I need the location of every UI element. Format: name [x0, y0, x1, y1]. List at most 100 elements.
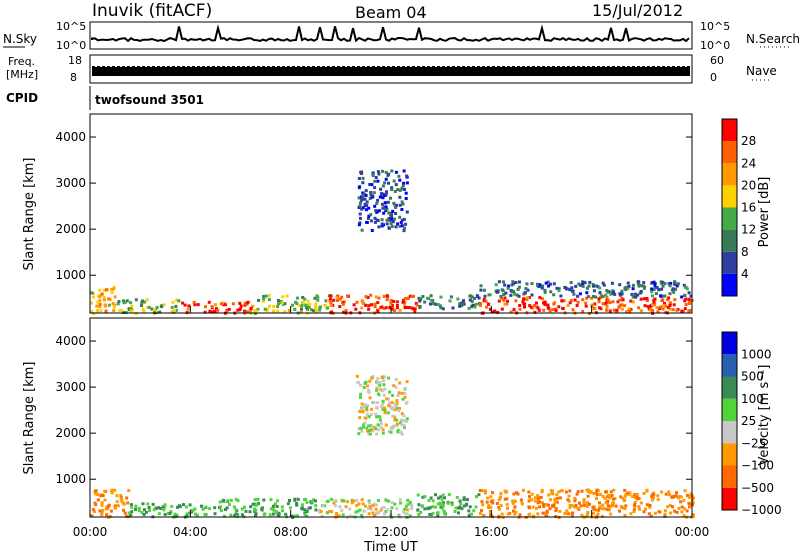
velocity-echo-cell	[402, 419, 406, 423]
power-echo-cell	[95, 304, 99, 308]
velocity-echo-cell	[319, 510, 323, 513]
velocity-echo-cell	[366, 404, 369, 408]
velocity-echo-cell	[268, 513, 272, 517]
power-echo-cell	[171, 300, 175, 304]
power-echo-cell	[285, 294, 289, 298]
power-echo-cell	[605, 296, 609, 300]
velocity-echo-cell	[408, 514, 412, 518]
power-echo-cell	[262, 297, 266, 301]
power-echo-cell	[581, 284, 585, 288]
power-echo-cell	[594, 284, 598, 288]
power-echo-cell	[620, 289, 624, 293]
power-echo-cell	[458, 302, 462, 306]
power-echo-cell	[500, 307, 504, 311]
velocity-echo-cell	[531, 514, 535, 518]
velocity-echo-cell	[229, 498, 233, 502]
power-echo-cell	[204, 305, 207, 309]
velocity-echo-cell	[645, 489, 649, 493]
time-xlabel: Time UT	[363, 540, 417, 554]
power-echo-cell	[384, 205, 388, 209]
velocity-echo-cell	[340, 508, 344, 512]
power-echo-cell	[371, 174, 375, 178]
velocity-echo-cell	[376, 386, 380, 390]
power-echo-cell	[341, 302, 345, 306]
power-echo-cell	[392, 201, 396, 205]
velocity-echo-cell	[586, 512, 590, 516]
power-echo-cell	[100, 292, 104, 296]
power-echo-cell	[547, 284, 551, 288]
power-echo-cell	[462, 302, 466, 306]
power-echo-cell	[379, 187, 383, 191]
velocity-echo-cell	[219, 505, 222, 509]
velocity-echo-cell	[683, 507, 687, 511]
power-echo-cell	[485, 305, 489, 309]
velocity-ylabel: Slant Range [km]	[22, 362, 37, 475]
power-echo-cell	[603, 302, 607, 305]
power-echo-cell	[400, 218, 404, 222]
velocity-echo-cell	[368, 379, 372, 383]
power-echo-cell	[536, 282, 539, 286]
velocity-echo-cell	[673, 509, 677, 513]
velocity-echo-cell	[275, 505, 279, 508]
velocity-echo-cell	[474, 495, 478, 499]
velocity-echo-cell	[377, 428, 381, 432]
power-echo-cell	[380, 202, 384, 206]
power-echo-cell	[432, 302, 436, 306]
power-echo-cell	[400, 208, 404, 211]
velocity-echo-cell	[359, 383, 362, 387]
velocity-echo-cell	[499, 492, 503, 496]
velocity-echo-cell	[668, 503, 672, 507]
velocity-echo-cell	[284, 512, 288, 516]
velocity-echo-cell	[538, 500, 542, 504]
power-echo-cell	[376, 301, 380, 305]
velocity-yticks: 1000 2000 3000 4000	[55, 334, 692, 486]
velocity-echo-cell	[368, 505, 372, 509]
power-echo-cell	[211, 310, 215, 314]
power-echo-cell	[405, 181, 409, 185]
power-echo-cell	[405, 174, 409, 178]
power-echo-cell	[207, 300, 211, 304]
power-echo-cell	[497, 280, 501, 284]
velocity-echo-cell	[575, 492, 579, 496]
power-echo-cell	[392, 179, 396, 183]
velocity-echo-cell	[558, 496, 562, 500]
power-echo-cell	[385, 222, 389, 226]
velocity-echo-cell	[93, 510, 97, 514]
power-echo-cell	[375, 210, 379, 213]
power-echo-cell	[223, 303, 227, 307]
velocity-echo-cell	[573, 496, 577, 500]
power-echo-cell	[399, 220, 403, 224]
power-echo-cell	[243, 301, 247, 305]
beam-title: Beam 04	[355, 3, 427, 22]
velocity-echo-cell	[604, 501, 608, 504]
power-echo-cell	[590, 296, 594, 300]
power-echo-cell	[401, 202, 405, 206]
velocity-echo-cell	[342, 499, 346, 503]
velocity-echo-cell	[675, 510, 679, 514]
velocity-echo-cell	[470, 512, 473, 516]
power-echo-cell	[238, 307, 242, 311]
velocity-echo-cell	[365, 384, 369, 388]
velocity-echo-cell	[664, 492, 668, 496]
velocity-echo-cell	[404, 387, 407, 390]
power-echo-cell	[121, 299, 125, 303]
velocity-echo-cell	[601, 494, 605, 498]
velocity-echo-cell	[389, 430, 393, 434]
power-echo-cell	[143, 300, 147, 304]
nsearch-label: N.Search	[746, 32, 800, 46]
velocity-echo-cell	[586, 510, 590, 514]
power-echo-cell	[340, 295, 344, 299]
velocity-echo-cell	[619, 495, 623, 499]
power-echo-cell	[529, 305, 533, 309]
power-echo-cell	[663, 294, 667, 298]
velocity-echo-cell	[374, 507, 378, 511]
velocity-echo-cell	[104, 507, 108, 511]
velocity-echo-cell	[288, 506, 292, 510]
xtick-label: 04:00	[173, 525, 208, 539]
velocity-echo-cell	[376, 377, 380, 380]
power-echo-cell	[323, 304, 327, 308]
power-echo-cell	[300, 304, 304, 308]
power-echo-cell	[401, 184, 405, 188]
velocity-echo-cell	[307, 506, 311, 510]
power-echo-cell	[483, 294, 487, 298]
